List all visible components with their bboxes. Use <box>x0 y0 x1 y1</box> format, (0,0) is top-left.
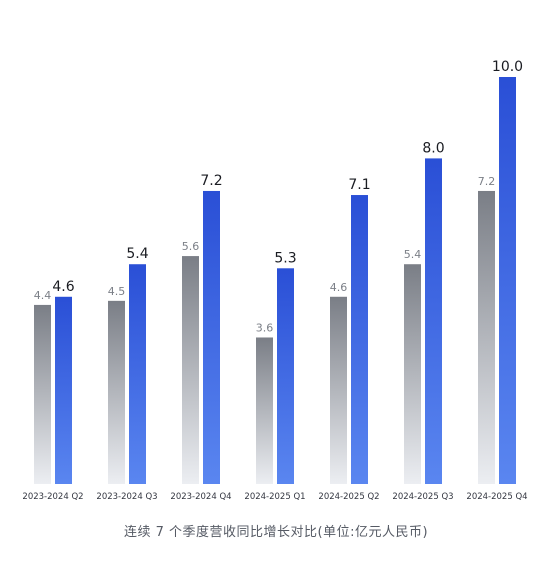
x-tick-label-4: 2024-2025 Q1 <box>244 492 305 502</box>
value-label-series2-1: 4.6 <box>52 279 74 295</box>
x-tick-label-6: 2024-2025 Q3 <box>392 492 453 502</box>
bar-series2-7 <box>499 77 516 484</box>
value-label-series2-6: 8.0 <box>422 140 444 156</box>
chart-caption: 连续 7 个季度营收同比增长对比(单位:亿元人民币) <box>123 525 429 540</box>
x-tick-label-2: 2023-2024 Q3 <box>96 492 157 502</box>
x-tick-label-7: 2024-2025 Q4 <box>466 492 527 502</box>
value-label-series1-1: 4.4 <box>34 289 52 302</box>
value-label-series1-3: 5.6 <box>182 240 200 253</box>
bar-series1-2 <box>108 300 125 484</box>
bar-series1-5 <box>330 296 347 484</box>
bar-series2-3 <box>203 190 220 484</box>
value-label-series1-4: 3.6 <box>256 321 274 334</box>
bar-series1-1 <box>34 304 51 484</box>
value-label-series1-7: 7.2 <box>478 175 496 188</box>
bars-layer <box>34 77 516 484</box>
bar-series2-4 <box>277 268 294 484</box>
value-label-series1-2: 4.5 <box>108 285 126 298</box>
value-label-series2-3: 7.2 <box>200 173 222 189</box>
bar-series2-1 <box>55 296 72 484</box>
value-label-series2-4: 5.3 <box>274 250 296 266</box>
value-label-series1-5: 4.6 <box>330 281 348 294</box>
bar-series2-2 <box>129 264 146 484</box>
value-labels-layer: 4.44.6 4.55.4 5.67.23.65.34.67.15.48.07.21… <box>34 59 523 334</box>
bar-series1-7 <box>478 190 495 484</box>
bar-series1-4 <box>256 337 273 484</box>
x-tick-label-1: 2023-2024 Q2 <box>22 492 83 502</box>
value-label-series2-7: 10.0 <box>492 59 523 75</box>
value-label-series2-2: 5.4 <box>126 246 148 262</box>
value-label-series2-5: 7.1 <box>348 177 370 193</box>
bar-series2-5 <box>351 195 368 484</box>
x-axis-tick-labels: 2023-2024 Q2 2023-2024 Q3 2023-2024 Q4 2024… <box>22 492 527 502</box>
bar-series2-6 <box>425 158 442 484</box>
x-tick-label-3: 2023-2024 Q4 <box>170 492 231 502</box>
bar-series1-6 <box>404 264 421 484</box>
value-label-series1-6: 5.4 <box>404 248 422 261</box>
x-tick-label-5: 2024-2025 Q2 <box>318 492 379 502</box>
bar-series1-3 <box>182 256 199 484</box>
